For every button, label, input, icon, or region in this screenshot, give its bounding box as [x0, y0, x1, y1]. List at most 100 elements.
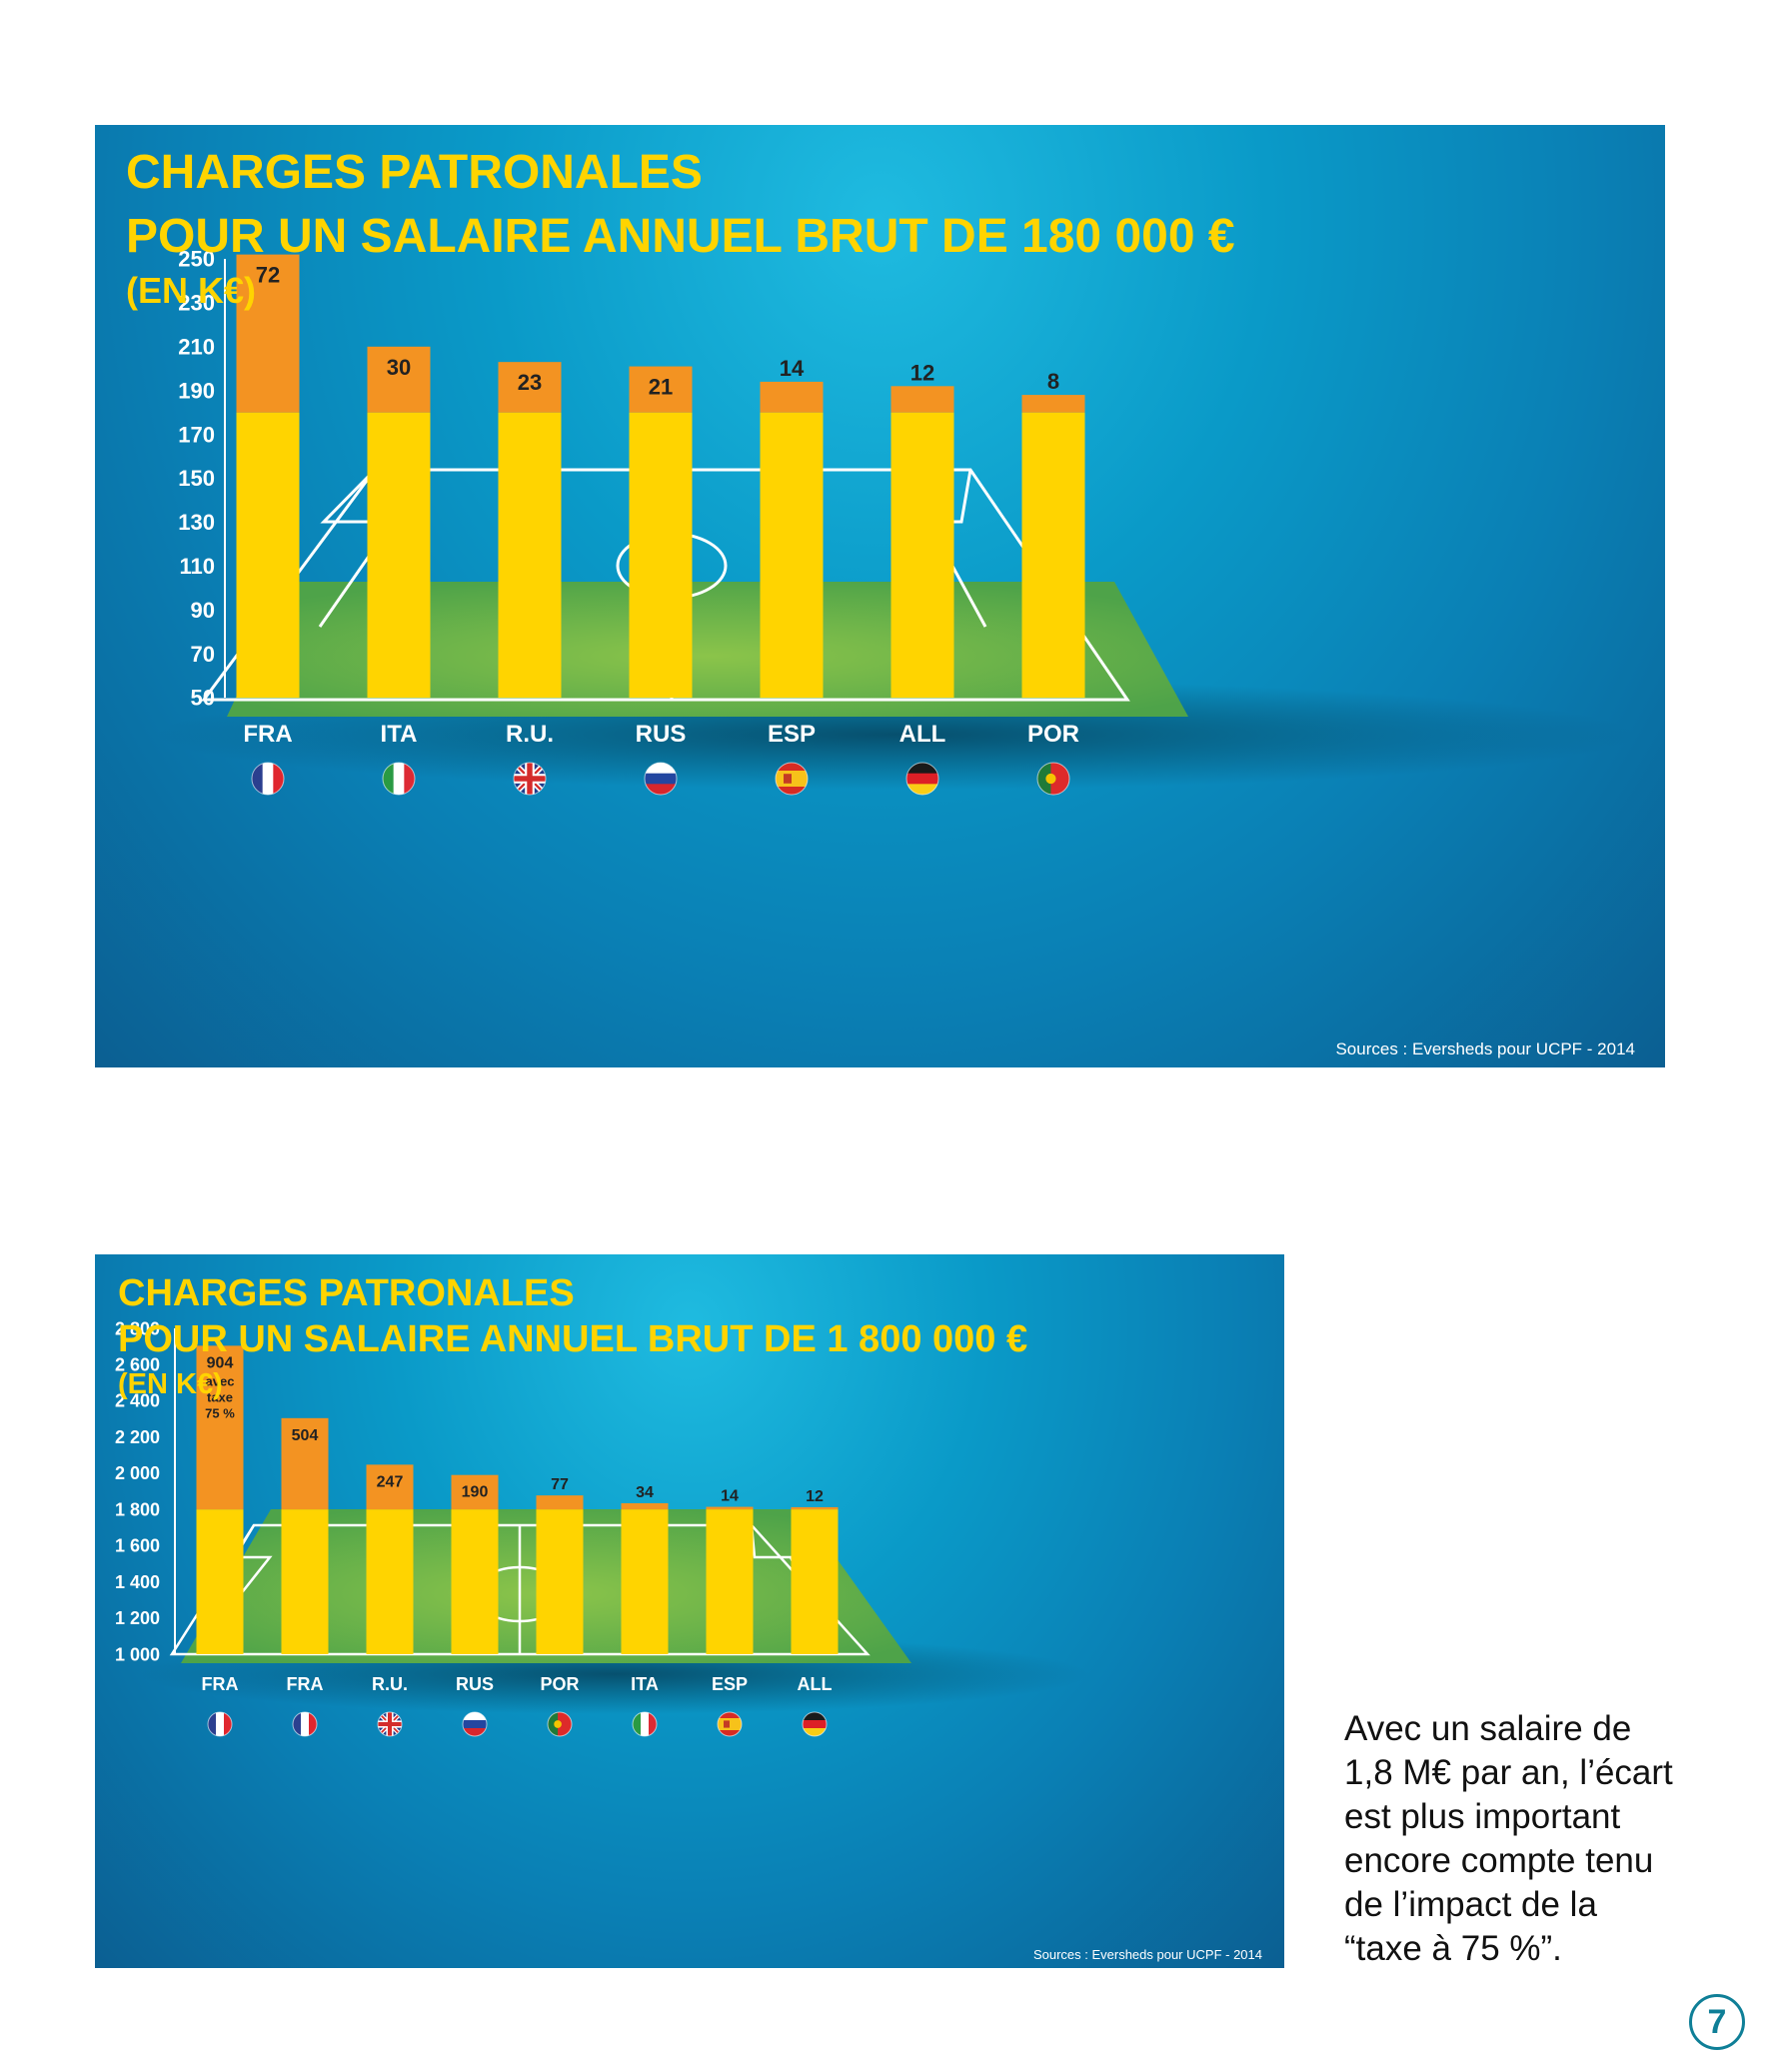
- bar-base-fra: [281, 1509, 329, 1654]
- bar-base-rus: [629, 412, 693, 698]
- y-tick-label: 2 800: [115, 1318, 160, 1338]
- y-tick-label: 1 600: [115, 1536, 160, 1556]
- y-tick-label: 250: [178, 247, 215, 272]
- bar-base-ita: [367, 412, 431, 698]
- bar-charges-fra: [236, 254, 300, 413]
- france-flag-icon: [207, 1711, 233, 1737]
- italy-flag-icon: [632, 1711, 658, 1737]
- y-tick-label: 170: [178, 422, 215, 447]
- bar-charges-fra: [196, 1345, 244, 1510]
- chart-source: Sources : Eversheds pour UCPF - 2014: [1032, 1947, 1262, 1962]
- russia-flag-icon: [644, 762, 678, 796]
- category-label: POR: [1027, 721, 1079, 748]
- caption-line: est plus important: [1344, 1797, 1621, 1836]
- y-tick-label: 1 800: [115, 1499, 160, 1519]
- y-tick-label: 150: [178, 466, 215, 491]
- y-tick-label: 190: [178, 378, 215, 403]
- pitch-left-box: [227, 1524, 273, 1611]
- bar-base-fra: [236, 412, 300, 698]
- spain-flag-icon: [717, 1711, 743, 1737]
- bar-charges-esp: [760, 381, 824, 413]
- chart-title: CHARGES PATRONALES: [126, 146, 703, 199]
- bar-base-all: [890, 412, 954, 698]
- uk-flag-icon: [513, 762, 547, 796]
- bar-base-ita: [621, 1509, 669, 1654]
- data-label: 77: [551, 1476, 569, 1493]
- category-label: R.U.: [372, 1674, 408, 1694]
- chart-subtitle: POUR UN SALAIRE ANNUEL BRUT DE 1 800 000…: [118, 1318, 1028, 1360]
- bar-charges-all: [890, 386, 954, 413]
- spain-flag-icon: [775, 762, 809, 796]
- bar-base-all: [791, 1509, 839, 1654]
- germany-flag-icon: [802, 1711, 828, 1737]
- y-tick-label: 1 200: [115, 1608, 160, 1628]
- caption-line: 1,8 M€ par an, l’écart: [1344, 1753, 1673, 1792]
- uk-flag-icon: [377, 1711, 403, 1737]
- y-tick-label: 90: [191, 598, 215, 623]
- bar-charges-esp: [706, 1506, 754, 1510]
- chart-title: CHARGES PATRONALES: [118, 1272, 575, 1314]
- y-tick-label: 230: [178, 291, 215, 316]
- y-tick-label: 70: [191, 642, 215, 667]
- pitch-left-box: [318, 468, 396, 628]
- russia-flag-icon: [462, 1711, 488, 1737]
- data-label: 8: [1047, 369, 1059, 394]
- category-label: ESP: [712, 1674, 748, 1694]
- bar-base-por: [1021, 412, 1085, 698]
- data-label: 30: [387, 355, 411, 380]
- category-label: FRA: [202, 1674, 239, 1694]
- caption-line: encore compte tenu: [1344, 1841, 1654, 1880]
- chart-unit-label: (EN K€): [126, 270, 257, 311]
- bar-base-fra: [196, 1509, 244, 1654]
- category-label: RUS: [636, 721, 687, 748]
- bar-charges-ita: [621, 1502, 669, 1510]
- page-number: 7: [1689, 1994, 1745, 2050]
- bar-base-r.u.: [498, 412, 562, 698]
- bar-charges-fra: [281, 1417, 329, 1510]
- category-label: ALL: [899, 721, 946, 748]
- data-label-note: taxe: [207, 1389, 233, 1404]
- portugal-flag-icon: [547, 1711, 573, 1737]
- bar-base-esp: [706, 1509, 754, 1654]
- bar-charges-ita: [367, 346, 431, 413]
- y-tick-label: 130: [178, 510, 215, 535]
- data-label: 12: [806, 1488, 824, 1505]
- y-tick-label: 1 400: [115, 1572, 160, 1592]
- chart-180k: 50 70 90 110 130 150 170 190 210 230 250 72 FRA 30 ITA…: [156, 247, 1635, 796]
- bar-charges-por: [1021, 395, 1085, 413]
- y-tick-label: 2 000: [115, 1463, 160, 1483]
- chart-panel-180k: 50 70 90 110 130 150 170 190 210 230 250 72 FRA 30 ITA…: [95, 125, 1665, 1067]
- data-label: 190: [462, 1484, 489, 1501]
- category-label: POR: [540, 1674, 579, 1694]
- bar-charges-rus: [451, 1474, 499, 1510]
- bar-base-r.u.: [366, 1509, 414, 1654]
- caption-line: de l’impact de la: [1344, 1885, 1597, 1924]
- category-label: ITA: [381, 721, 418, 748]
- chart-source: Sources : Eversheds pour UCPF - 2014: [1335, 1039, 1635, 1058]
- bar-charges-rus: [629, 366, 693, 413]
- bar-charges-r.u.: [498, 362, 562, 413]
- data-label: 21: [649, 375, 673, 400]
- chart-subtitle: POUR UN SALAIRE ANNUEL BRUT DE 180 000 €: [126, 210, 1235, 263]
- category-label: RUS: [456, 1674, 494, 1694]
- data-label: 34: [636, 1484, 654, 1501]
- bar-base-por: [536, 1509, 584, 1654]
- bar-charges-por: [536, 1495, 584, 1510]
- data-label: 23: [518, 370, 542, 395]
- data-label: 247: [377, 1473, 404, 1490]
- chart-unit-label: (EN K€): [118, 1368, 223, 1400]
- y-tick-label: 2 200: [115, 1427, 160, 1447]
- y-tick-label: 50: [191, 686, 215, 711]
- germany-flag-icon: [905, 762, 939, 796]
- bar-base-esp: [760, 412, 824, 698]
- italy-flag-icon: [382, 762, 416, 796]
- data-label: 72: [256, 263, 280, 288]
- data-label-note: avec: [206, 1373, 235, 1388]
- chart-1800k: 1 000 1 200 1 400 1 600 1 800 2 000 2 200 2 400…: [115, 1318, 1089, 1737]
- data-label: 12: [910, 360, 934, 385]
- category-label: R.U.: [506, 721, 554, 748]
- caption-line: Avec un salaire de: [1344, 1709, 1632, 1748]
- y-tick-label: 2 400: [115, 1391, 160, 1411]
- category-label: ALL: [798, 1674, 833, 1694]
- france-flag-icon: [292, 1711, 318, 1737]
